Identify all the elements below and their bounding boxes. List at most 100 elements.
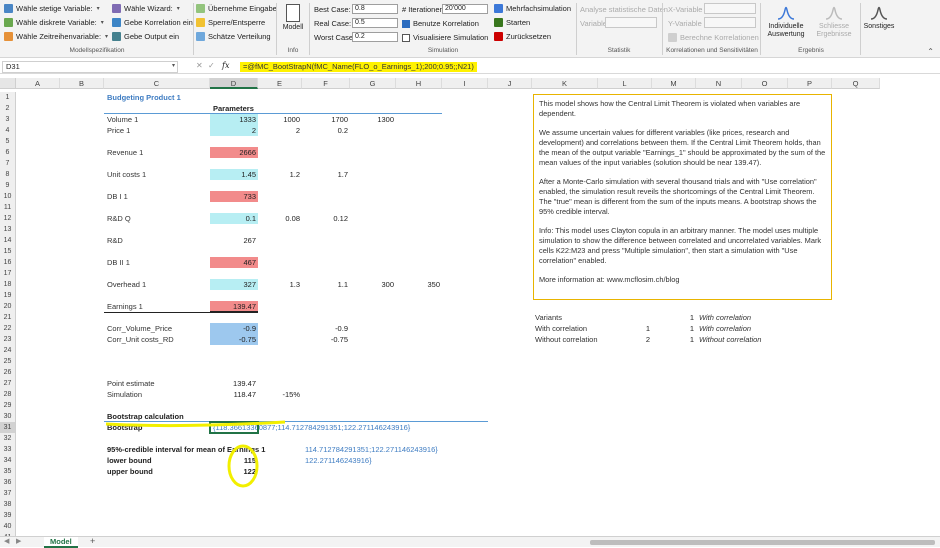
cell-d23[interactable]: -0.75 — [210, 334, 258, 345]
column-header-g[interactable]: G — [350, 78, 396, 89]
cell-f18[interactable]: 1.1 — [337, 280, 348, 289]
row-header-24[interactable]: 24 — [0, 345, 16, 356]
row-header-15[interactable]: 15 — [0, 246, 16, 257]
cell-d4[interactable]: 2 — [210, 125, 258, 136]
estimate-distribution[interactable]: Schätze Verteilung — [196, 32, 271, 41]
row-header-27[interactable]: 27 — [0, 378, 16, 389]
cell-c14[interactable]: R&D — [107, 236, 123, 245]
enter-correlation[interactable]: Gebe Korrelation ein — [112, 18, 193, 27]
row-header-39[interactable]: 39 — [0, 510, 16, 521]
cell-e18[interactable]: 1.3 — [289, 280, 300, 289]
cell-d12[interactable]: 0.1 — [210, 213, 258, 224]
cell-f12[interactable]: 0.12 — [333, 214, 348, 223]
column-header-n[interactable]: N — [696, 78, 742, 89]
cell-g18[interactable]: 300 — [381, 280, 394, 289]
row-header-14[interactable]: 14 — [0, 235, 16, 246]
row-header-11[interactable]: 11 — [0, 202, 16, 213]
row-header-5[interactable]: 5 — [0, 136, 16, 147]
row-header-16[interactable]: 16 — [0, 257, 16, 268]
cell-d27[interactable]: 139.47 — [233, 379, 256, 388]
cell-k22[interactable]: With correlation — [535, 324, 588, 333]
cell-c31[interactable]: Bootstrap — [107, 423, 143, 432]
column-header-o[interactable]: O — [742, 78, 788, 89]
cell-k23[interactable]: Without correlation — [535, 335, 598, 344]
cell-c10[interactable]: DB I 1 — [107, 192, 128, 201]
worst-case-field[interactable]: 0.2 — [352, 32, 398, 42]
row-header-13[interactable]: 13 — [0, 224, 16, 235]
row-header-35[interactable]: 35 — [0, 466, 16, 477]
individual-evaluation-button[interactable]: Individuelle Auswertung — [764, 4, 808, 39]
row-header-10[interactable]: 10 — [0, 191, 16, 202]
other-button[interactable]: Sonstiges — [862, 4, 896, 31]
cell-e3[interactable]: 1000 — [283, 115, 300, 124]
cell-d18[interactable]: 327 — [210, 279, 258, 290]
row-header-40[interactable]: 40 — [0, 521, 16, 532]
cell-d3[interactable]: 1333 — [210, 114, 258, 125]
row-header-33[interactable]: 33 — [0, 444, 16, 455]
row-header-19[interactable]: 19 — [0, 290, 16, 301]
cell-d34[interactable]: 115 — [243, 456, 256, 465]
row-header-26[interactable]: 26 — [0, 367, 16, 378]
row-header-25[interactable]: 25 — [0, 356, 16, 367]
select-all-corner[interactable] — [0, 78, 16, 89]
column-header-e[interactable]: E — [258, 78, 302, 89]
column-header-b[interactable]: B — [60, 78, 104, 89]
real-case-field[interactable]: 0.5 — [352, 18, 398, 28]
cell-c35[interactable]: upper bound — [107, 467, 153, 476]
column-header-q[interactable]: Q — [832, 78, 880, 89]
row-header-12[interactable]: 12 — [0, 213, 16, 224]
choose-continuous-variable[interactable]: Wähle stetige Variable: ▾ — [4, 4, 100, 13]
row-header-1[interactable]: 1 — [0, 92, 16, 103]
cell-f3[interactable]: 1700 — [331, 115, 348, 124]
column-header-h[interactable]: H — [396, 78, 442, 89]
variant-text[interactable]: With correlation — [699, 324, 752, 333]
info-textbox[interactable]: This model shows how the Central Limit T… — [533, 94, 832, 300]
row-header-3[interactable]: 3 — [0, 114, 16, 125]
cell-e28[interactable]: -15% — [282, 390, 300, 399]
column-header-p[interactable]: P — [788, 78, 832, 89]
bootstrap-value[interactable]: {118.36613360877;114.712784291351;122.27… — [213, 423, 411, 432]
column-header-c[interactable]: C — [104, 78, 210, 89]
cell-e12[interactable]: 0.08 — [285, 214, 300, 223]
column-header-m[interactable]: M — [652, 78, 696, 89]
cell-c16[interactable]: DB II 1 — [107, 258, 130, 267]
lower-bound-value[interactable]: 122.271146243916} — [305, 456, 372, 465]
name-box[interactable]: D31 — [2, 61, 178, 73]
column-header-l[interactable]: L — [598, 78, 652, 89]
cell-f22[interactable]: -0.9 — [335, 324, 348, 333]
cell-m21[interactable]: 1 — [689, 313, 694, 322]
row-header-4[interactable]: 4 — [0, 125, 16, 136]
cell-d16[interactable]: 467 — [210, 257, 258, 268]
column-header-f[interactable]: F — [302, 78, 350, 89]
bootstrap-calc-header[interactable]: Bootstrap calculation — [107, 412, 184, 421]
cell-h18[interactable]: 350 — [427, 280, 440, 289]
choose-wizard[interactable]: Wähle Wizard: ▾ — [112, 4, 180, 13]
row-header-20[interactable]: 20 — [0, 301, 16, 312]
cell-c28[interactable]: Simulation — [107, 390, 143, 399]
cell-c22[interactable]: Corr_Volume_Price — [107, 324, 173, 333]
cell-d8[interactable]: 1.45 — [210, 169, 258, 180]
cell-d22[interactable]: -0.9 — [210, 323, 258, 334]
cell-c4[interactable]: Price 1 — [107, 126, 131, 135]
model-button[interactable]: Modell — [280, 4, 306, 32]
horizontal-scrollbar[interactable] — [590, 540, 935, 545]
x-variable-select[interactable] — [704, 3, 756, 14]
credible-interval-value[interactable]: 114.712784291351;122.271146243916} — [305, 445, 438, 454]
function-icon[interactable]: fx — [222, 61, 230, 70]
choose-timeseries-variable[interactable]: Wähle Zeitreihenvariable: ▾ — [4, 32, 108, 41]
reset-button[interactable]: Zurücksetzen — [494, 32, 551, 41]
cell-d6[interactable]: 2666 — [210, 147, 258, 158]
row-header-22[interactable]: 22 — [0, 323, 16, 334]
cell-c12[interactable]: R&D Q — [107, 214, 131, 223]
row-header-31[interactable]: 31 — [0, 422, 16, 433]
cell-e4[interactable]: 2 — [295, 126, 300, 135]
row-header-23[interactable]: 23 — [0, 334, 16, 345]
column-header-j[interactable]: J — [488, 78, 532, 89]
cell-d20[interactable]: 139.47 — [210, 301, 258, 312]
scroll-left-icon[interactable]: ◀ — [4, 538, 10, 545]
formula-field[interactable]: =@fMC_BootStrapN(fMC_Name(FLO_o_Earnings… — [240, 62, 477, 72]
sheet-tab-model[interactable]: Model — [44, 537, 78, 548]
cell-e8[interactable]: 1.2 — [289, 170, 300, 179]
analyze-statistics[interactable]: Analyse statistische Daten — [580, 5, 668, 14]
name-box-dropdown-icon[interactable]: ▾ — [172, 63, 176, 69]
